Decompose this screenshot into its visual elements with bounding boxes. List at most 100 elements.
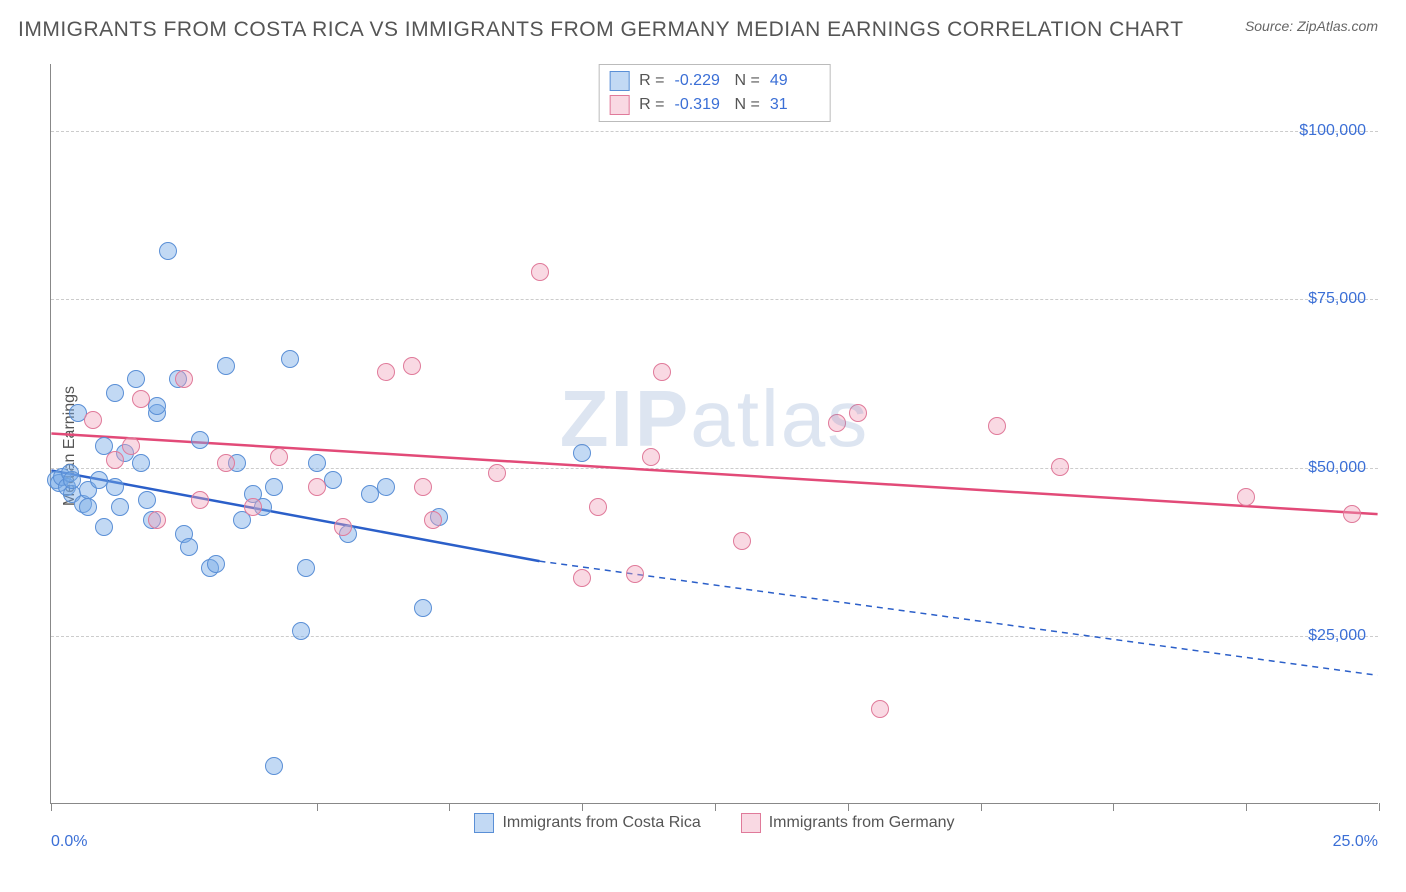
data-point [626,565,644,583]
data-point [1051,458,1069,476]
legend-item-1: Immigrants from Costa Rica [474,813,700,833]
x-min-label: 0.0% [51,833,87,851]
data-point [334,518,352,536]
gridline [51,636,1378,637]
data-point [79,498,97,516]
chart-plot-area: $25,000 $50,000 $75,000 $100,000 ZIPatlas R… [50,64,1378,804]
y-tick-label: $25,000 [1308,627,1366,645]
data-point [217,357,235,375]
x-tick [51,803,52,811]
x-tick [715,803,716,811]
legend: 0.0% Immigrants from Costa Rica Immigran… [51,813,1378,833]
data-point [589,498,607,516]
swatch-series2 [609,95,629,115]
data-point [191,491,209,509]
r-value-2: -0.319 [675,96,725,114]
x-tick [582,803,583,811]
data-point [281,350,299,368]
x-tick [848,803,849,811]
data-point [1237,488,1255,506]
data-point [377,478,395,496]
chart-title: IMMIGRANTS FROM COSTA RICA VS IMMIGRANTS… [18,18,1184,42]
r-label: R = [639,72,664,90]
data-point [132,454,150,472]
data-point [106,451,124,469]
data-point [111,498,129,516]
data-point [828,414,846,432]
data-point [127,370,145,388]
data-point [324,471,342,489]
legend-swatch-2 [741,813,761,833]
legend-swatch-1 [474,813,494,833]
x-tick [1246,803,1247,811]
data-point [573,444,591,462]
data-point [191,431,209,449]
n-value-1: 49 [770,72,820,90]
data-point [849,404,867,422]
data-point [265,757,283,775]
y-tick-label: $75,000 [1308,290,1366,308]
data-point [106,384,124,402]
data-point [159,242,177,260]
data-point [292,622,310,640]
data-point [244,498,262,516]
data-point [1343,505,1361,523]
data-point [653,363,671,381]
data-point [180,538,198,556]
x-tick [449,803,450,811]
data-point [377,363,395,381]
data-point [106,478,124,496]
data-point [403,357,421,375]
data-point [424,511,442,529]
data-point [270,448,288,466]
data-point [297,559,315,577]
legend-label-1: Immigrants from Costa Rica [502,814,700,832]
y-tick-label: $100,000 [1299,122,1366,140]
swatch-series1 [609,71,629,91]
data-point [308,478,326,496]
source-attribution: Source: ZipAtlas.com [1245,18,1378,34]
x-tick [1379,803,1380,811]
data-point [95,518,113,536]
data-point [265,478,283,496]
x-tick [981,803,982,811]
x-tick [1113,803,1114,811]
data-point [217,454,235,472]
gridline [51,468,1378,469]
stats-row-series2: R = -0.319 N = 31 [609,93,820,117]
n-label: N = [735,72,760,90]
gridline [51,131,1378,132]
n-value-2: 31 [770,96,820,114]
data-point [733,532,751,550]
data-point [175,370,193,388]
data-point [573,569,591,587]
trend-lines [51,64,1378,803]
stats-row-series1: R = -0.229 N = 49 [609,69,820,93]
data-point [148,397,166,415]
correlation-stats-box: R = -0.229 N = 49 R = -0.319 N = 31 [598,64,831,122]
data-point [308,454,326,472]
data-point [414,599,432,617]
data-point [63,471,81,489]
r-value-1: -0.229 [675,72,725,90]
data-point [414,478,432,496]
data-point [207,555,225,573]
data-point [988,417,1006,435]
chart-header: IMMIGRANTS FROM COSTA RICA VS IMMIGRANTS… [0,0,1406,42]
n-label: N = [735,96,760,114]
gridline [51,299,1378,300]
watermark: ZIPatlas [560,373,869,465]
data-point [871,700,889,718]
data-point [138,491,156,509]
r-label: R = [639,96,664,114]
data-point [122,437,140,455]
x-tick [317,803,318,811]
x-max-label: 25.0% [1333,833,1378,851]
data-point [84,411,102,429]
data-point [148,511,166,529]
legend-item-2: Immigrants from Germany [741,813,955,833]
y-tick-label: $50,000 [1308,459,1366,477]
data-point [132,390,150,408]
data-point [488,464,506,482]
data-point [642,448,660,466]
